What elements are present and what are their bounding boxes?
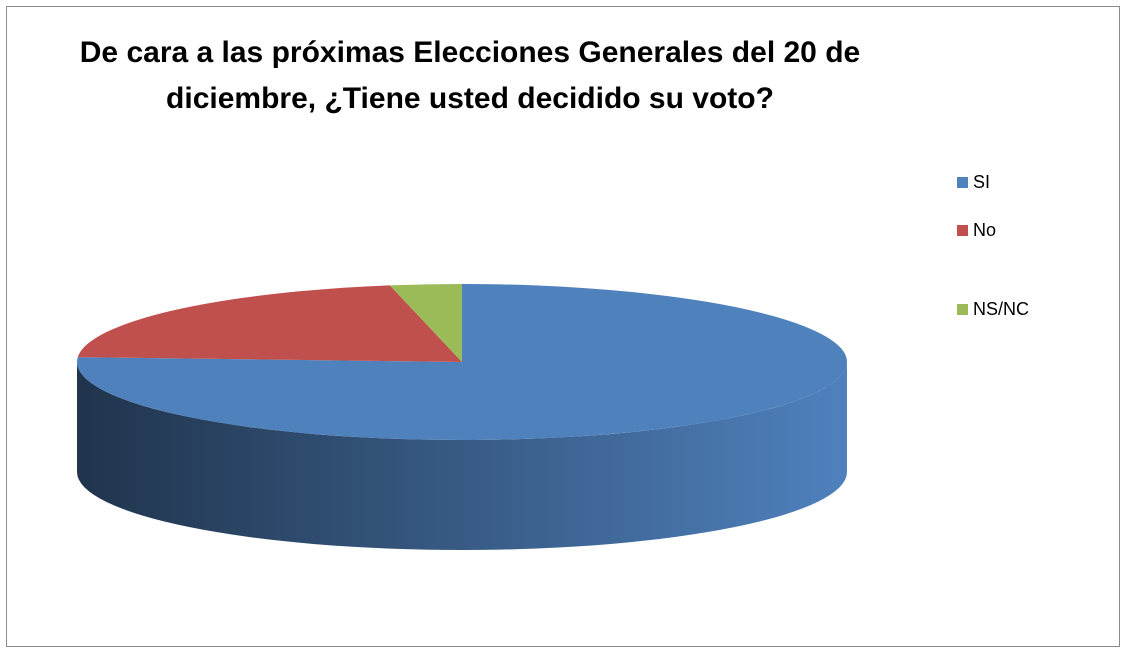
legend-swatch bbox=[957, 177, 968, 188]
pie-slice bbox=[77, 284, 848, 440]
legend-swatch bbox=[957, 304, 968, 315]
pie-slice bbox=[77, 285, 463, 362]
legend-swatch bbox=[957, 225, 968, 236]
pie-slice bbox=[389, 284, 462, 362]
pie-slice-side bbox=[77, 362, 847, 550]
legend-label: No bbox=[973, 220, 996, 240]
legend-label: SI bbox=[973, 172, 990, 192]
legend-label: NS/NC bbox=[973, 299, 1029, 319]
chart-title: De cara a las próximas Elecciones Genera… bbox=[79, 36, 861, 115]
